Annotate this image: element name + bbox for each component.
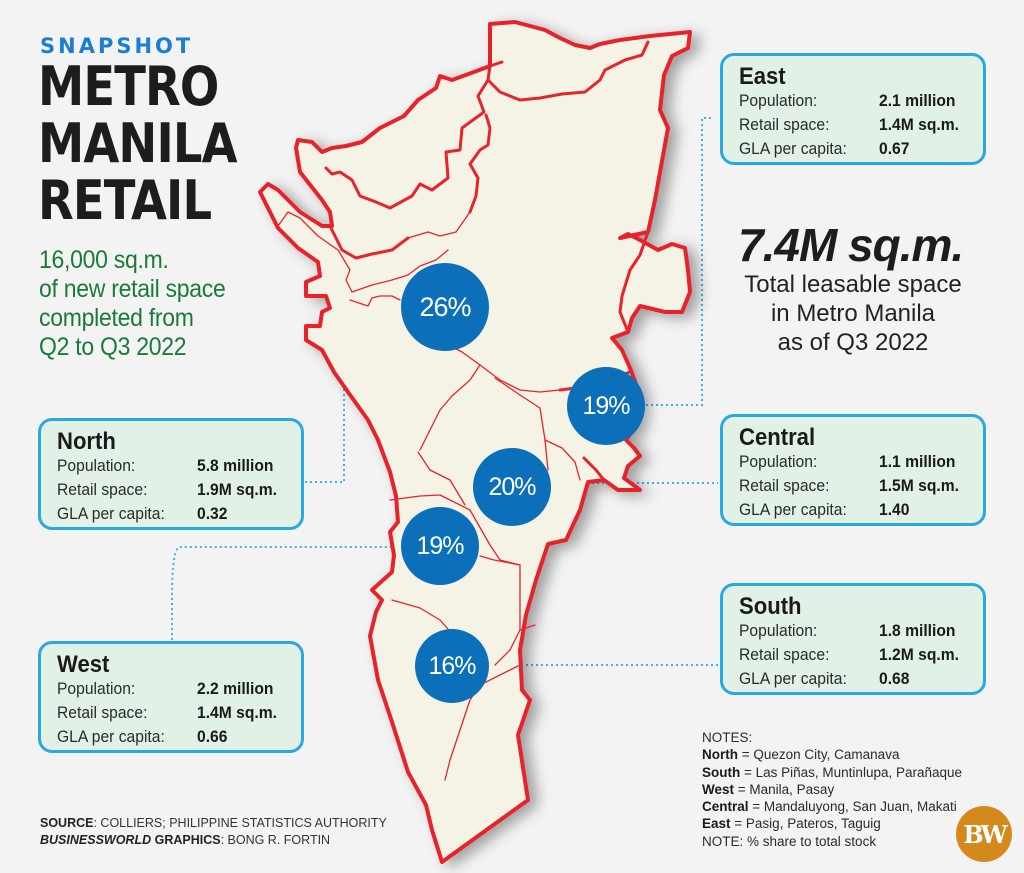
population-row: Population: 5.8 million <box>57 456 274 475</box>
businessworld-logo-icon: BW <box>956 806 1012 862</box>
gla-row: GLA per capita: 1.40 <box>739 500 910 519</box>
subtitle-line: 16,000 sq.m. <box>39 246 169 274</box>
note-item: Central = Mandaluyong, San Juan, Makati <box>702 799 957 815</box>
region-name: West <box>57 651 110 678</box>
share-circle-south: 16% <box>415 629 489 703</box>
population-row: Population: 1.8 million <box>739 621 956 640</box>
gla-row: GLA per capita: 0.68 <box>739 669 910 688</box>
share-circle-central: 20% <box>473 448 551 526</box>
population-row: Population: 2.1 million <box>739 91 956 110</box>
subtitle-line: of new retail space <box>39 275 226 303</box>
title-line: RETAIL <box>38 169 212 232</box>
leader-line-west <box>171 546 405 640</box>
source-credit: SOURCE: COLLIERS; PHILIPPINE STATISTICS … <box>40 815 387 849</box>
region-name: Central <box>739 424 816 451</box>
notes: NOTES: North = Quezon City, Camanava Sou… <box>702 729 962 850</box>
note-item: East = Pasig, Pateros, Taguig <box>702 816 881 832</box>
population-row: Population: 2.2 million <box>57 679 274 698</box>
subtitle-line: completed from <box>39 304 194 332</box>
note-item: West = Manila, Pasay <box>702 781 835 797</box>
region-name: South <box>739 593 802 620</box>
source-line: SOURCE: COLLIERS; PHILIPPINE STATISTICS … <box>40 816 387 830</box>
retail-space-row: Retail space: 1.4M sq.m. <box>57 703 277 722</box>
leader-lines <box>171 117 718 666</box>
kicker-label: SNAPSHOT <box>40 34 194 58</box>
retail-space-row: Retail space: 1.5M sq.m. <box>739 476 959 495</box>
map-outline <box>258 20 692 864</box>
population-row: Population: 1.1 million <box>739 452 956 471</box>
notes-footnote: NOTE: % share to total stock <box>702 833 877 849</box>
subtitle-line: Q2 to Q3 2022 <box>39 333 187 361</box>
share-circle-north: 26% <box>401 263 489 351</box>
region-box-west: West Population: 2.2 million Retail space… <box>38 641 304 753</box>
title-line: MANILA <box>38 112 238 175</box>
share-circle-east: 19% <box>567 367 645 445</box>
subtitle: 16,000 sq.m. of new retail space complet… <box>39 246 226 362</box>
region-box-north: North Population: 5.8 million Retail spac… <box>38 418 304 530</box>
gla-row: GLA per capita: 0.32 <box>57 504 228 523</box>
notes-heading: NOTES: <box>702 730 753 745</box>
graphics-credit-line: BUSINESSWORLD GRAPHICS: BONG R. FORTIN <box>40 833 331 847</box>
note-item: South = Las Piñas, Muntinlupa, Parañaque <box>702 764 963 780</box>
gla-row: GLA per capita: 0.67 <box>739 139 910 158</box>
region-name: East <box>739 63 786 90</box>
retail-space-row: Retail space: 1.4M sq.m. <box>739 115 959 134</box>
gla-row: GLA per capita: 0.66 <box>57 727 228 746</box>
retail-space-row: Retail space: 1.2M sq.m. <box>739 645 959 664</box>
region-box-central: Central Population: 1.1 million Retail sp… <box>720 414 986 526</box>
title-line: METRO <box>38 55 219 118</box>
retail-space-row: Retail space: 1.9M sq.m. <box>57 480 277 499</box>
share-circle-west: 19% <box>401 507 479 585</box>
page-title: METRO MANILA RETAIL <box>38 55 238 232</box>
region-name: North <box>57 428 116 455</box>
leader-line-north <box>305 305 402 483</box>
region-box-east: East Population: 2.1 million Retail space… <box>720 53 986 165</box>
region-box-south: South Population: 1.8 million Retail spac… <box>720 583 986 695</box>
total-leasable-value: 7.4M sq.m. <box>738 219 964 271</box>
note-item: North = Quezon City, Camanava <box>702 747 900 763</box>
total-leasable-description: Total leasable space in Metro Manila as … <box>744 271 962 356</box>
